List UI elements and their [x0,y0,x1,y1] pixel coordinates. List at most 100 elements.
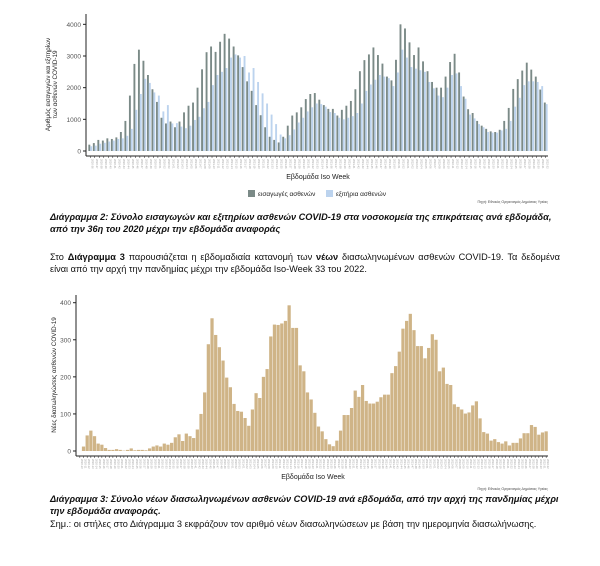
bar [410,67,413,151]
bar [304,99,307,151]
bar [351,116,354,151]
x-tick-label: 2021-45 [370,159,374,169]
bar [374,79,377,151]
x-tick-label: 2022-24 [517,459,521,469]
x-tick-label: 2021-27 [289,159,293,169]
x-tick-label: 2021-50 [392,159,396,169]
bar [183,112,185,151]
bar [455,73,458,151]
bar [494,132,497,151]
y-axis-title: Αριθμός εισαγωγών και εξιτηρίωντων ασθεν… [44,38,59,131]
x-tick-label: 2021-24 [326,459,330,469]
x-tick-label: 2021-23 [322,459,326,469]
x-tick-label: 2021-43 [396,459,400,469]
bar [331,446,335,451]
x-tick-label: 2020-41 [113,159,117,169]
bar [140,449,144,451]
bar [500,443,504,451]
bar [367,54,370,151]
x-tick-label: 2021-36 [370,459,374,469]
x-tick-label: 2022-21 [496,159,500,169]
bar [485,128,488,151]
bar [431,81,433,151]
bar [192,438,196,451]
bar [390,373,394,451]
bar [316,426,321,451]
bar [309,94,312,151]
x-tick-label: 2022-02 [436,459,440,469]
x-tick-label: 2021-01 [171,159,175,169]
x-tick-label: 2020-34 [168,459,172,469]
bar [155,445,159,451]
x-tick-label: 2021-32 [311,159,315,169]
bar [372,47,375,152]
bar [302,371,306,451]
x-tick-label: 2021-28 [341,459,345,469]
x-tick-label: 2020-40 [108,159,112,169]
x-tick-label: 2022-29 [535,459,539,469]
x-tick-label: 2020-45 [208,459,212,469]
x-tick-label: 2021-05 [256,459,260,469]
bar [100,444,104,451]
bar [460,409,464,451]
bar [135,109,138,151]
bar [349,100,352,151]
x-tick-label: 2021-30 [302,159,306,169]
x-tick-label: 2020-28 [146,459,150,469]
legend-swatch [326,190,333,197]
x-tick-label: 2021-47 [410,459,414,469]
bar [474,401,479,451]
x-tick-label: 2022-08 [438,159,442,169]
x-tick-label: 2022-30 [539,459,543,469]
x-tick-label: 2020-29 [150,459,154,469]
x-tick-label: 2020-30 [153,459,157,469]
x-tick-label: 2020-15 [98,459,102,469]
x-tick-label: 2022-09 [442,159,446,169]
note-paragraph: Σημ.: οι στήλες στο Διάγραμμα 3 εκφράζου… [50,519,537,529]
bar [205,52,208,152]
x-tick-label: 2021-29 [298,159,302,169]
x-tick-label: 2021-06 [194,159,198,169]
x-tick-label: 2020-49 [149,159,153,169]
x-tick-label: 2021-06 [260,459,264,469]
bar [476,120,479,151]
x-tick-label: 2021-35 [325,159,329,169]
x-tick-label: 2020-37 [179,459,183,469]
x-tick-label: 2022-18 [495,459,499,469]
x-tick-label: 2021-39 [343,159,347,169]
x-tick-label: 2022-17 [478,159,482,169]
bar [196,87,199,151]
bar [315,103,318,151]
bar [118,449,122,451]
bar [493,439,497,451]
x-tick-label: 2021-16 [296,459,300,469]
bar [272,324,277,451]
x-tick-label: 2021-17 [244,159,248,169]
x-tick-label: 2022-26 [524,459,528,469]
x-tick-label: 2020-24 [131,459,135,469]
x-tick-label: 2020-40 [190,459,194,469]
bar [90,146,93,151]
x-tick-label: 2021-46 [374,159,378,169]
bar [159,446,163,451]
bar [318,99,321,151]
bar [309,399,313,451]
x-tick-label: 2022-06 [428,159,432,169]
text: Στο [50,252,68,262]
bar [291,115,294,151]
x-tick-label: 2021-43 [361,159,365,169]
bar [382,394,387,451]
x-tick-label: 2021-46 [407,459,411,469]
x-tick-label: 2021-44 [399,459,403,469]
x-tick-label: 2020-47 [140,159,144,169]
bar [333,113,336,151]
x-tick-label: 2020-18 [109,459,113,469]
bar [106,138,109,151]
bar [496,132,499,151]
y-tick-label: 4000 [67,22,82,29]
bar [541,86,544,151]
bar [151,89,154,151]
bar [225,68,228,151]
bar [485,433,490,451]
bar [112,140,115,151]
